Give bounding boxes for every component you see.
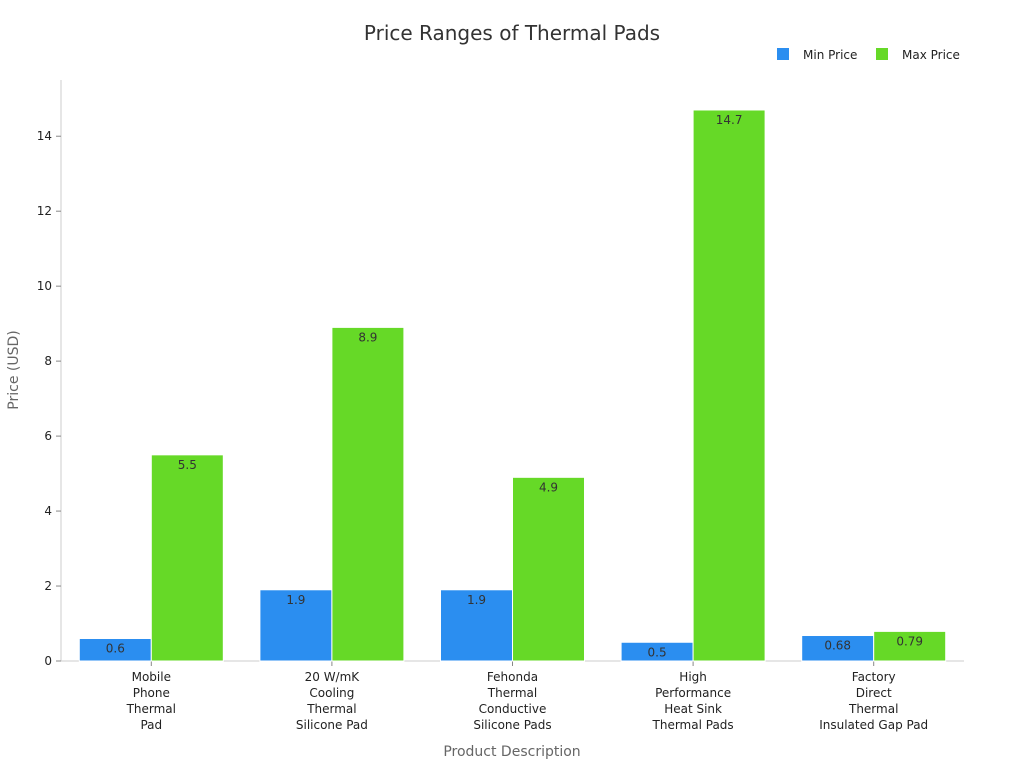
min-price-value-label: 0.68 [824, 639, 851, 653]
x-tick-label: 20 W/mK Cooling Thermal Silicone Pad [296, 670, 368, 732]
legend: Min Price Max Price [777, 48, 960, 62]
min-price-value-label: 0.6 [106, 642, 125, 656]
x-tick-label-line: Thermal [848, 702, 898, 716]
x-tick-label-line: Fehonda [487, 670, 538, 684]
max-price-bar [512, 476, 585, 662]
max-price-value-label: 8.9 [358, 330, 377, 344]
x-tick-label-line: High [679, 670, 707, 684]
y-tick-label: 14 [37, 129, 52, 143]
x-tick-label-line: Thermal [306, 702, 356, 716]
x-tick-label-line: Factory [852, 670, 896, 684]
min-price-value-label: 1.9 [286, 593, 305, 607]
data-labels: 0.6 5.5 1.9 8.9 1.9 4.9 0.5 14.7 0.68 0.79 [106, 113, 923, 659]
x-tick-label-line: Heat Sink [664, 702, 722, 716]
x-axis-title: Product Description [443, 744, 580, 760]
x-tick-label-line: 20 W/mK [305, 670, 361, 684]
x-axis [61, 660, 964, 666]
bars [78, 109, 947, 662]
min-price-bar [801, 635, 875, 662]
legend-swatch-min-price [777, 48, 789, 60]
max-price-value-label: 5.5 [178, 458, 197, 472]
x-tick-label: Fehonda Thermal Conductive Silicone Pads [473, 670, 551, 732]
x-tick-label-line: Cooling [309, 686, 354, 700]
y-tick-label: 0 [44, 654, 52, 668]
min-price-value-label: 0.5 [648, 645, 667, 659]
x-tick-label-line: Thermal [487, 686, 537, 700]
min-price-bar [440, 589, 513, 662]
x-tick-label: Mobile Phone Thermal Pad [126, 670, 176, 732]
legend-label-min-price: Min Price [803, 48, 857, 62]
y-tick-label: 8 [44, 354, 52, 368]
max-price-value-label: 14.7 [716, 113, 743, 127]
x-tick-labels: Mobile Phone Thermal Pad 20 W/mK Cooling Therm… [126, 670, 929, 732]
max-price-bar [150, 454, 224, 662]
x-tick-label-line: Direct [856, 686, 892, 700]
x-tick-label-line: Insulated Gap Pad [819, 718, 928, 732]
x-tick-label-line: Silicone Pads [473, 718, 551, 732]
x-tick-label-line: Thermal [126, 702, 176, 716]
x-tick-label-line: Performance [655, 686, 731, 700]
x-tick-label-line: Silicone Pad [296, 718, 368, 732]
x-tick-label: High Performance Heat Sink Thermal Pads [652, 670, 734, 732]
legend-label-max-price: Max Price [902, 48, 960, 62]
y-tick-label: 10 [37, 279, 52, 293]
y-axis: 0 2 4 6 8 10 12 14 [37, 80, 62, 668]
y-tick-label: 2 [44, 579, 52, 593]
x-tick-label-line: Phone [133, 686, 170, 700]
y-tick-label: 12 [37, 204, 52, 218]
max-price-value-label: 4.9 [539, 480, 558, 494]
min-price-value-label: 1.9 [467, 593, 486, 607]
max-price-bar [873, 630, 947, 662]
chart-title: Price Ranges of Thermal Pads [364, 21, 660, 45]
x-tick-label-line: Mobile [132, 670, 171, 684]
min-price-bar [259, 589, 333, 662]
x-tick-label-line: Pad [140, 718, 162, 732]
x-tick-label-line: Conductive [479, 702, 547, 716]
max-price-bar [331, 326, 405, 662]
y-tick-label: 6 [44, 429, 52, 443]
max-price-bar [692, 109, 766, 662]
x-tick-label: Factory Direct Thermal Insulated Gap Pad [819, 670, 928, 732]
x-tick-label-line: Thermal Pads [652, 718, 734, 732]
y-tick-label: 4 [44, 504, 52, 518]
legend-swatch-max-price [876, 48, 888, 60]
y-axis-title: Price (USD) [6, 330, 22, 409]
max-price-value-label: 0.79 [896, 634, 923, 648]
